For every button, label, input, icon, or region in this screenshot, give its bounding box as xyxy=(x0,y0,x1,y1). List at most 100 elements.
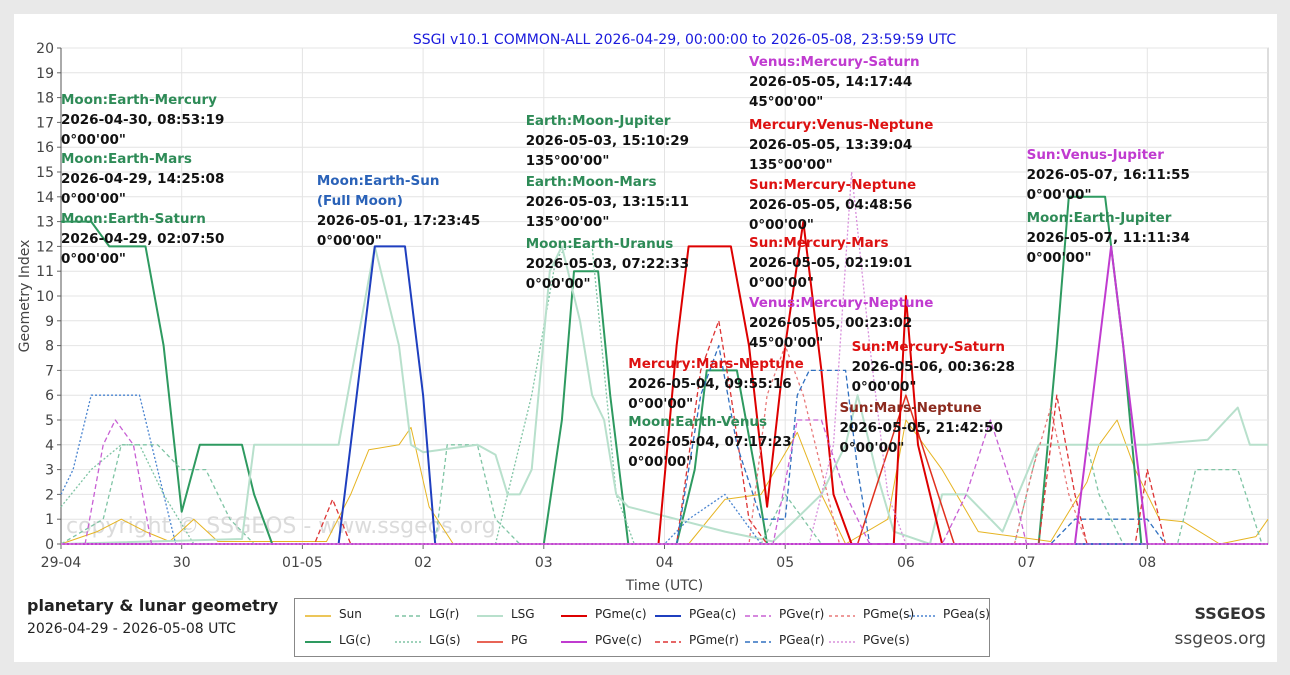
legend-label: PGea(s) xyxy=(943,607,990,621)
footer-title: planetary & lunar geometry xyxy=(27,596,279,615)
annotation-angle: 0°00'00" xyxy=(628,396,693,412)
y-tick-label: 10 xyxy=(36,289,54,305)
annotation-heading: Venus:Mercury-Saturn xyxy=(749,54,920,70)
annotation: Mercury:Mars-Neptune 2026-05-04, 09:55:16… xyxy=(628,356,804,412)
annotation-heading: Venus:Mercury-Neptune xyxy=(749,295,933,311)
y-tick-label: 6 xyxy=(45,388,54,404)
series-group xyxy=(60,171,1269,545)
annotation-date: 2026-05-04, 07:17:23 xyxy=(628,434,791,450)
annotation-subheading: (Full Moon) xyxy=(317,193,403,209)
annotation: Moon:Earth-Venus 2026-05-04, 07:17:23 0°00… xyxy=(628,414,791,470)
series-line-pgeac xyxy=(61,245,1268,545)
legend-swatch xyxy=(477,641,503,643)
y-axis-label: Geometry Index xyxy=(17,240,33,353)
legend-swatch xyxy=(745,641,771,643)
x-tick-label: 30 xyxy=(173,555,191,571)
annotation: Earth:Moon-Jupiter 2026-05-03, 15:10:29 13… xyxy=(526,113,689,169)
brand-url: ssgeos.org xyxy=(1174,629,1266,649)
y-tick-label: 17 xyxy=(36,115,54,131)
annotation: Sun:Venus-Jupiter 2026-05-07, 16:11:55 0°0… xyxy=(1027,147,1190,203)
annotation: Sun:Mercury-Neptune 2026-05-05, 04:48:56 0… xyxy=(749,177,916,233)
annotation-angle: 0°00'00" xyxy=(61,191,126,207)
annotation-date: 2026-05-03, 13:15:11 xyxy=(526,194,689,210)
x-tick-label: 08 xyxy=(1138,555,1156,571)
x-tick-label: 01-05 xyxy=(282,555,323,571)
legend-label: PG xyxy=(511,633,528,647)
annotation-date: 2026-05-07, 11:11:34 xyxy=(1027,230,1190,246)
annotation-heading: Moon:Earth-Sun xyxy=(317,173,440,189)
legend-swatch xyxy=(395,641,421,643)
annotation: Moon:Earth-Jupiter 2026-05-07, 11:11:34 0°… xyxy=(1027,210,1190,266)
annotation: Earth:Moon-Mars 2026-05-03, 13:15:11 135°0… xyxy=(526,174,689,230)
legend-swatch xyxy=(745,615,771,617)
annotation-heading: Sun:Mercury-Neptune xyxy=(749,177,916,193)
annotation-date: 2026-05-05, 04:48:56 xyxy=(749,197,912,213)
annotation-date: 2026-04-29, 14:25:08 xyxy=(61,171,224,187)
annotation-heading: Moon:Earth-Mercury xyxy=(61,92,217,108)
y-tick-label: 18 xyxy=(36,91,54,107)
series-line-pgmes xyxy=(61,344,1268,545)
y-tick-label: 19 xyxy=(36,66,54,82)
legend-label: LSG xyxy=(511,607,535,621)
annotation-date: 2026-05-05, 14:17:44 xyxy=(749,74,912,90)
x-tick-label: 04 xyxy=(656,555,674,571)
annotation-heading: Moon:Earth-Venus xyxy=(628,414,767,430)
series-line-lgs xyxy=(60,245,1268,545)
annotation-date: 2026-05-05, 13:39:04 xyxy=(749,137,912,153)
annotation-angle: 0°00'00" xyxy=(61,132,126,148)
annotation-angle: 0°00'00" xyxy=(317,233,382,249)
legend-label: Sun xyxy=(339,607,362,621)
annotation-date: 2026-05-05, 21:42:50 xyxy=(840,420,1003,436)
annotation-angle: 0°00'00" xyxy=(1027,250,1092,266)
legend-label: PGve(c) xyxy=(595,633,642,647)
annotation-date: 2026-05-05, 00:23:02 xyxy=(749,315,912,331)
chart-title: SSGI v10.1 COMMON-ALL 2026-04-29, 00:00:… xyxy=(413,32,957,48)
series-line-pgver xyxy=(61,419,1268,545)
legend-swatch xyxy=(829,641,855,643)
annotation-angle: 0°00'00" xyxy=(628,454,693,470)
legend-swatch xyxy=(655,615,681,617)
annotation-angle: 0°00'00" xyxy=(61,251,126,267)
x-tick-label: 02 xyxy=(414,555,432,571)
annotation-angle: 135°00'00" xyxy=(526,214,610,230)
y-tick-label: 7 xyxy=(45,363,54,379)
annotation-heading: Sun:Mars-Neptune xyxy=(840,400,982,416)
annotation-heading: Moon:Earth-Jupiter xyxy=(1027,210,1172,226)
legend-label: LG(c) xyxy=(339,633,371,647)
annotation: Venus:Mercury-Saturn 2026-05-05, 14:17:44… xyxy=(749,54,920,110)
watermark: copyright © SSGEOS - www.ssgeos.org xyxy=(66,514,496,539)
annotation-date: 2026-04-30, 08:53:19 xyxy=(61,112,224,128)
annotation-angle: 0°00'00" xyxy=(852,379,917,395)
annotation: Venus:Mercury-Neptune 2026-05-05, 00:23:0… xyxy=(749,295,933,351)
annotation-heading: Mercury:Mars-Neptune xyxy=(628,356,804,372)
annotation-angle: 0°00'00" xyxy=(840,440,905,456)
footer-date-range: 2026-04-29 - 2026-05-08 UTC xyxy=(27,621,236,637)
annotation: Moon:Earth-Mars 2026-04-29, 14:25:08 0°00'… xyxy=(61,151,224,207)
brand-name: SSGEOS xyxy=(1194,604,1266,623)
legend-label: PGea(c) xyxy=(689,607,737,621)
annotation-date: 2026-05-04, 09:55:16 xyxy=(628,376,791,392)
series-line-lsg xyxy=(60,245,1268,545)
annotation-date: 2026-05-03, 15:10:29 xyxy=(526,133,689,149)
annotation-angle: 0°00'00" xyxy=(749,275,814,291)
annotation-date: 2026-05-07, 16:11:55 xyxy=(1027,167,1190,183)
legend-swatch xyxy=(477,615,503,617)
y-tick-label: 1 xyxy=(45,512,54,528)
legend-label: PGve(r) xyxy=(779,607,825,621)
y-tick-label: 2 xyxy=(45,487,54,503)
annotation-angle: 0°00'00" xyxy=(1027,187,1092,203)
legend-swatch xyxy=(561,641,587,643)
y-tick-label: 12 xyxy=(36,239,54,255)
x-tick-label: 05 xyxy=(776,555,794,571)
annotation-date: 2026-04-29, 02:07:50 xyxy=(61,231,224,247)
annotation: Moon:Earth-Mercury 2026-04-30, 08:53:19 0°… xyxy=(61,92,224,148)
y-tick-label: 8 xyxy=(45,339,54,355)
annotation-heading: Moon:Earth-Mars xyxy=(61,151,192,167)
y-tick-label: 0 xyxy=(45,537,54,553)
annotation-angle: 45°00'00" xyxy=(749,94,823,110)
y-tick-label: 16 xyxy=(36,140,54,156)
legend-label: LG(s) xyxy=(429,633,461,647)
y-tick-label: 14 xyxy=(36,190,54,206)
annotation-date: 2026-05-06, 00:36:28 xyxy=(852,359,1015,375)
